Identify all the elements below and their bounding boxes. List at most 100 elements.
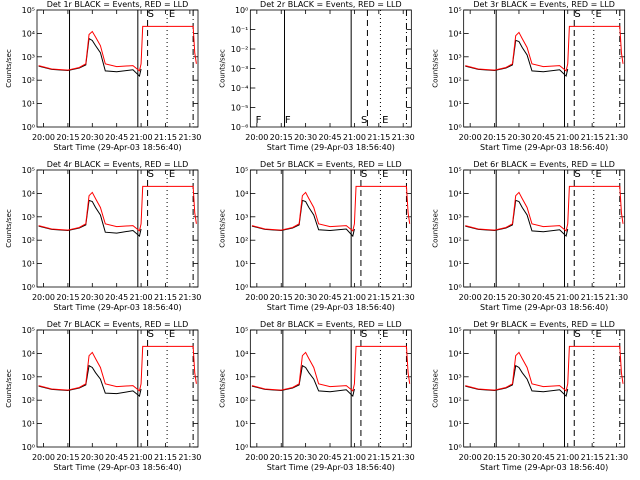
y-tick-label: 10¹ xyxy=(235,260,248,269)
series-line xyxy=(38,345,197,392)
x-tick-label: 21:00 xyxy=(556,133,579,142)
x-axis-label: Start Time (29-Apr-03 18:56:40) xyxy=(480,143,608,152)
y-tick-label: 10³ xyxy=(448,373,461,382)
annotation: S xyxy=(574,329,580,340)
annotation: F xyxy=(285,115,291,126)
plot-frame xyxy=(249,329,412,448)
x-tick-label: 20:00 xyxy=(459,293,482,302)
y-tick-label: 10³ xyxy=(235,213,248,222)
x-tick-label: 20:15 xyxy=(56,133,79,142)
annotation: S xyxy=(148,9,154,20)
y-tick-label: 10⁰ xyxy=(448,443,461,452)
chart-title: Det 7r BLACK = Events, RED = LLD xyxy=(47,320,189,329)
y-tick-label: 10³ xyxy=(448,213,461,222)
y-tick-label: 10³ xyxy=(22,53,35,62)
x-tick-label: 20:45 xyxy=(318,133,341,142)
x-tick-label: 20:30 xyxy=(81,293,104,302)
x-tick-label: 21:30 xyxy=(605,453,628,462)
annotation: S xyxy=(574,9,580,20)
x-tick-label: 21:30 xyxy=(605,133,628,142)
annotation: S xyxy=(148,329,154,340)
x-tick-label: 20:15 xyxy=(270,133,293,142)
x-tick-label: 20:45 xyxy=(532,453,555,462)
y-tick-label: 10² xyxy=(22,236,35,245)
x-tick-label: 20:15 xyxy=(270,453,293,462)
y-tick-label: 10⁰ xyxy=(22,283,35,292)
series-line xyxy=(251,345,411,392)
y-tick-label: 10⁴ xyxy=(448,29,461,38)
y-axis-label: Counts/sec xyxy=(218,369,226,408)
annotation: E xyxy=(595,169,601,180)
y-tick-label: 10⁵ xyxy=(235,166,248,175)
y-tick-label: 10¹ xyxy=(448,260,461,269)
x-tick-label: 20:30 xyxy=(294,293,317,302)
x-tick-label: 20:15 xyxy=(56,293,79,302)
x-axis-label: Start Time (29-Apr-03 18:56:40) xyxy=(267,303,395,312)
y-tick-label: 10⁻⁴ xyxy=(231,84,249,93)
chart-title: Det 4r BLACK = Events, RED = LLD xyxy=(47,160,189,169)
y-tick-label: 10² xyxy=(448,236,461,245)
plot-frame xyxy=(36,169,199,288)
y-tick-label: 10⁻² xyxy=(231,45,249,54)
x-tick-label: 20:15 xyxy=(483,453,506,462)
panel: Det 6r BLACK = Events, RED = LLD Start Ti… xyxy=(432,160,628,312)
x-tick-label: 21:30 xyxy=(178,453,201,462)
plot-frame xyxy=(463,169,626,288)
annotation: S xyxy=(574,169,580,180)
y-tick-label: 10² xyxy=(235,236,248,245)
x-tick-label: 21:00 xyxy=(343,133,366,142)
x-tick-label: 20:00 xyxy=(245,133,268,142)
plot-frame xyxy=(249,169,412,288)
x-tick-label: 21:30 xyxy=(392,133,415,142)
y-tick-label: 10⁻⁶ xyxy=(231,123,249,132)
x-tick-label: 21:30 xyxy=(178,293,201,302)
y-axis-label: Counts/sec xyxy=(5,369,13,408)
x-tick-label: 20:45 xyxy=(532,293,555,302)
y-tick-label: 10⁰ xyxy=(448,283,461,292)
x-tick-label: 20:30 xyxy=(507,293,530,302)
y-axis-label: Counts/sec xyxy=(218,209,226,248)
y-tick-label: 10¹ xyxy=(22,100,35,109)
y-axis-label: Counts/sec xyxy=(5,49,13,88)
x-axis-label: Start Time (29-Apr-03 18:56:40) xyxy=(267,143,395,152)
y-axis-label: Counts/sec xyxy=(432,369,440,408)
x-tick-label: 21:15 xyxy=(581,133,604,142)
annotation: S xyxy=(361,169,367,180)
y-tick-label: 10⁻⁵ xyxy=(231,104,249,113)
x-tick-label: 21:15 xyxy=(154,293,177,302)
chart-title: Det 9r BLACK = Events, RED = LLD xyxy=(473,320,615,329)
y-tick-label: 10² xyxy=(448,76,461,85)
chart-title: Det 8r BLACK = Events, RED = LLD xyxy=(260,320,402,329)
panel: Det 4r BLACK = Events, RED = LLD Start Ti… xyxy=(5,160,201,312)
y-tick-label: 10⁵ xyxy=(22,6,35,15)
y-tick-label: 10³ xyxy=(22,213,35,222)
y-tick-label: 10⁵ xyxy=(448,166,461,175)
y-tick-label: 10² xyxy=(448,396,461,405)
x-tick-label: 21:15 xyxy=(581,453,604,462)
x-tick-label: 20:00 xyxy=(459,133,482,142)
y-tick-label: 10⁴ xyxy=(22,189,35,198)
y-tick-label: 10⁴ xyxy=(22,29,35,38)
y-tick-label: 10¹ xyxy=(22,420,35,429)
x-tick-label: 20:30 xyxy=(81,133,104,142)
panel: Det 3r BLACK = Events, RED = LLD Start Ti… xyxy=(432,0,628,152)
x-tick-label: 20:30 xyxy=(81,453,104,462)
x-tick-label: 21:15 xyxy=(367,453,390,462)
y-tick-label: 10⁴ xyxy=(22,349,35,358)
x-tick-label: 21:15 xyxy=(154,453,177,462)
y-axis-label: Counts/sec xyxy=(432,49,440,88)
x-tick-label: 20:45 xyxy=(532,133,555,142)
y-tick-label: 10⁰ xyxy=(235,6,248,15)
y-axis-label: Counts/sec xyxy=(5,209,13,248)
series-line xyxy=(465,185,624,232)
x-tick-label: 20:15 xyxy=(483,293,506,302)
x-axis-label: Start Time (29-Apr-03 18:56:40) xyxy=(267,463,395,472)
y-tick-label: 10² xyxy=(22,76,35,85)
plot-frame xyxy=(36,329,199,448)
x-axis-label: Start Time (29-Apr-03 18:56:40) xyxy=(53,463,181,472)
x-tick-label: 20:30 xyxy=(507,453,530,462)
y-tick-label: 10³ xyxy=(448,53,461,62)
x-tick-label: 21:00 xyxy=(130,293,153,302)
